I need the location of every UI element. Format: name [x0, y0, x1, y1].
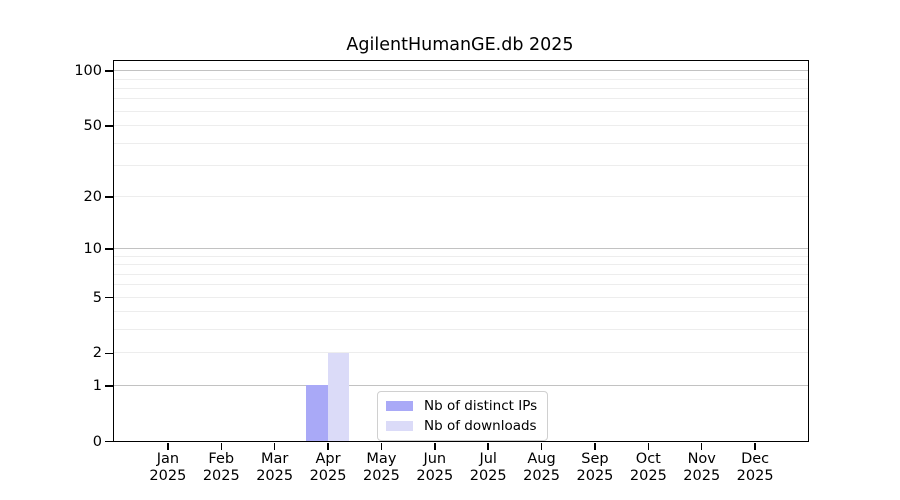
gridline-minor-30	[114, 164, 808, 166]
gridline-minor-70	[114, 98, 808, 100]
gridline-minor-80	[114, 87, 808, 89]
x-tick-label-jul: Jul 2025	[448, 451, 528, 486]
x-tick-label-nov: Nov 2025	[662, 451, 742, 486]
x-tick-label-dec: Dec 2025	[715, 451, 795, 486]
x-tick-label-year-may: 2025	[362, 468, 400, 484]
x-tick-label-mar: Mar 2025	[235, 451, 315, 486]
y-tick-1	[105, 385, 113, 387]
x-tick-feb	[220, 443, 223, 450]
y-tick-label-20: 20	[83, 189, 102, 206]
y-tick-label-1: 1	[92, 377, 102, 394]
legend-item-distinct-ips: Nb of distinct IPs	[386, 398, 537, 414]
gridline-minor-3	[114, 329, 808, 331]
gridline-major-10	[114, 248, 808, 250]
x-tick-label-year-dec: 2025	[736, 468, 774, 484]
x-tick-label-month-apr: Apr	[315, 450, 341, 467]
x-tick-label-jun: Jun 2025	[395, 451, 475, 486]
gridline-minor-50	[114, 125, 808, 127]
x-tick-jan	[167, 443, 169, 450]
x-tick-sep	[594, 443, 596, 450]
gridline-minor-60	[114, 110, 808, 112]
x-tick-label-year-jul: 2025	[469, 468, 507, 484]
x-tick-label-sep: Sep 2025	[555, 451, 635, 486]
gridline-minor-20	[114, 196, 808, 198]
x-tick-apr	[327, 443, 329, 450]
chart-title: AgilentHumanGE.db 2025	[346, 35, 574, 55]
bar-nb-of-downloads-apr	[327, 352, 349, 441]
x-tick-mar	[273, 443, 276, 450]
bar-nb-of-distinct-ips-apr	[306, 385, 328, 441]
gridline-major-100	[114, 70, 808, 72]
legend-label-downloads: Nb of downloads	[424, 418, 537, 434]
gridline-minor-7	[114, 273, 808, 275]
x-tick-jun	[434, 443, 436, 450]
y-tick-100	[105, 70, 113, 72]
x-tick-label-apr: Apr 2025	[288, 451, 368, 486]
x-tick-label-year-jun: 2025	[416, 468, 454, 484]
x-tick-label-month-dec: Dec	[741, 450, 770, 467]
legend-swatch-distinct-ips	[386, 400, 413, 412]
y-tick-2	[105, 352, 113, 355]
x-tick-label-month-nov: Nov	[687, 450, 716, 467]
y-tick-label-10: 10	[83, 241, 102, 258]
y-tick-20	[105, 196, 113, 198]
x-tick-label-feb: Feb 2025	[181, 451, 261, 486]
x-tick-label-month-jun: Jun	[423, 450, 447, 467]
x-tick-label-month-feb: Feb	[208, 450, 235, 467]
y-tick-label-100: 100	[74, 63, 102, 80]
gridline-major-1	[114, 384, 808, 386]
gridline-minor-4	[114, 311, 808, 313]
x-tick-label-oct: Oct 2025	[608, 451, 688, 486]
x-tick-label-may: May 2025	[341, 451, 421, 486]
x-tick-jul	[487, 443, 489, 450]
gridline-minor-90	[114, 78, 808, 80]
x-tick-nov	[700, 443, 703, 450]
x-tick-label-month-jul: Jul	[479, 450, 497, 467]
gridline-minor-9	[114, 255, 808, 257]
x-tick-label-year-apr: 2025	[309, 468, 347, 484]
x-tick-label-month-oct: Oct	[635, 450, 661, 467]
x-tick-dec	[754, 443, 756, 450]
x-tick-label-month-mar: Mar	[260, 450, 289, 467]
plot-area	[113, 60, 809, 442]
y-tick-10	[105, 248, 113, 250]
y-tick-label-50: 50	[83, 118, 102, 135]
x-tick-label-year-oct: 2025	[629, 468, 667, 484]
y-tick-0	[105, 440, 113, 443]
x-tick-oct	[647, 443, 650, 450]
x-tick-label-year-feb: 2025	[202, 468, 240, 484]
legend-label-distinct-ips: Nb of distinct IPs	[424, 398, 538, 414]
x-tick-label-month-aug: Aug	[527, 450, 556, 467]
x-tick-aug	[540, 443, 543, 450]
x-tick-label-year-sep: 2025	[576, 468, 614, 484]
x-tick-label-month-may: May	[366, 450, 397, 467]
x-tick-label-year-jan: 2025	[149, 468, 187, 484]
x-tick-label-year-nov: 2025	[683, 468, 721, 484]
y-tick-label-2: 2	[92, 345, 102, 362]
gridline-minor-8	[114, 264, 808, 266]
x-tick-label-year-mar: 2025	[256, 468, 294, 484]
y-tick-label-5: 5	[92, 289, 102, 306]
y-tick-50	[105, 125, 113, 127]
x-tick-label-month-sep: Sep	[581, 450, 609, 467]
x-tick-label-year-aug: 2025	[523, 468, 561, 484]
y-tick-label-0: 0	[92, 433, 102, 450]
gridline-minor-5	[114, 296, 808, 298]
legend-swatch-downloads	[386, 420, 413, 432]
gridline-minor-40	[114, 142, 808, 144]
legend-item-downloads: Nb of downloads	[386, 418, 537, 434]
gridline-minor-2	[114, 352, 808, 354]
gridline-minor-6	[114, 284, 808, 286]
x-tick-may	[380, 443, 383, 450]
x-tick-label-month-jan: Jan	[156, 450, 180, 467]
x-tick-label-jan: Jan 2025	[128, 451, 208, 486]
x-tick-label-aug: Aug 2025	[502, 451, 582, 486]
legend: Nb of distinct IPs Nb of downloads	[377, 391, 549, 441]
y-tick-5	[105, 296, 113, 299]
